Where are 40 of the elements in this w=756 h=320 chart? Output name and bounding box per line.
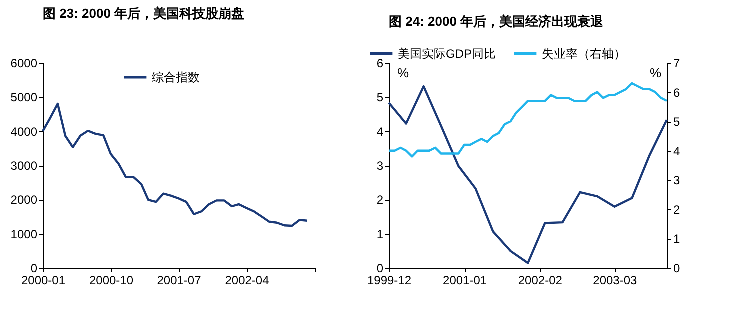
y-tick-label: 1000 <box>10 227 38 242</box>
y2-tick-label: 1 <box>674 232 680 246</box>
y-tick-label: 1 <box>376 227 384 242</box>
y-axis-title: % <box>398 66 410 80</box>
y2-axis-title: % <box>650 66 662 80</box>
y-tick-label: 0 <box>376 262 384 276</box>
y2-tick-label: 5 <box>674 115 680 130</box>
x-tick-label: 2002-04 <box>225 274 270 288</box>
y2-tick-label: 0 <box>674 262 680 276</box>
y2-tick-label: 3 <box>674 174 680 188</box>
x-tick-label: 2000-10 <box>89 274 134 288</box>
x-tick-label: 2002-02 <box>518 274 563 288</box>
x-tick-label: 2003-03 <box>593 274 638 288</box>
y-tick-label: 4000 <box>10 124 38 139</box>
y2-tick-label: 7 <box>674 56 680 70</box>
y2-tick-label: 6 <box>674 86 680 100</box>
y-tick-label: 3000 <box>10 159 38 173</box>
legend-label: 综合指数 <box>152 70 200 84</box>
y2-tick-label: 2 <box>674 202 680 217</box>
chart-title: 图 24: 2000 年后，美国经济出现衰退 <box>389 14 605 29</box>
line-series <box>388 85 668 264</box>
x-tick-label: 1999-12 <box>367 274 412 288</box>
x-tick-label: 2001-01 <box>443 274 488 288</box>
x-tick-label: 2000-01 <box>21 274 66 288</box>
y-tick-label: 5 <box>376 90 384 105</box>
y-tick-label: 3 <box>376 159 384 173</box>
legend-label: 美国实际GDP同比 <box>398 46 496 61</box>
line-series <box>42 102 308 228</box>
y2-tick-label: 4 <box>674 144 680 158</box>
y-tick-label: 4 <box>376 124 384 139</box>
chart-title: 图 23: 2000 年后，美国科技股崩盘 <box>43 6 245 21</box>
x-tick-label: 2001-07 <box>157 274 202 288</box>
y-tick-label: 2000 <box>10 193 38 208</box>
y-tick-label: 6 <box>376 56 384 70</box>
y-tick-label: 2 <box>376 193 384 208</box>
y-tick-label: 6000 <box>10 56 38 70</box>
y-tick-label: 5000 <box>10 90 38 105</box>
legend-label: 失业率（右轴） <box>542 46 626 61</box>
line-series <box>388 82 668 158</box>
y-tick-label: 0 <box>30 262 38 276</box>
